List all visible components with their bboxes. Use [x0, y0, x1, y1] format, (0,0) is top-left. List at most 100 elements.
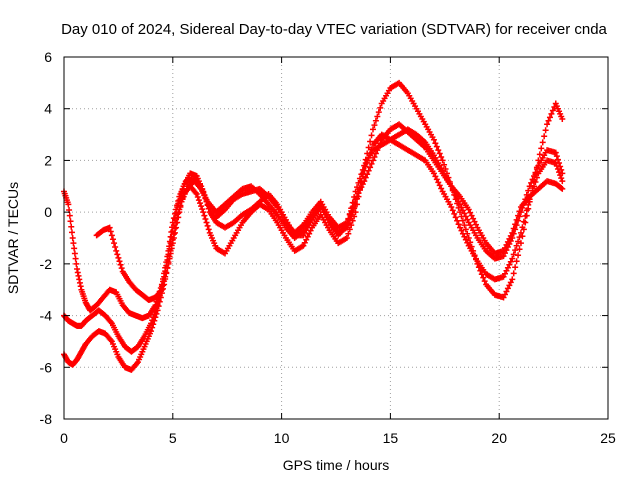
- data-point: [173, 224, 180, 231]
- data-point: [193, 191, 200, 198]
- data-point: [515, 212, 522, 219]
- data-point: [365, 144, 372, 151]
- data-point: [111, 240, 118, 247]
- data-point: [503, 288, 510, 295]
- data-points: [61, 79, 566, 373]
- data-point: [553, 153, 560, 160]
- data-point: [480, 274, 487, 281]
- data-point: [468, 243, 475, 250]
- data-point: [150, 321, 157, 328]
- data-point: [457, 209, 464, 216]
- y-tick-label: -6: [40, 359, 53, 375]
- data-point: [432, 173, 439, 180]
- data-point: [148, 328, 155, 335]
- data-point: [114, 251, 121, 258]
- data-point: [345, 216, 352, 223]
- data-point: [542, 127, 549, 134]
- data-point: [430, 170, 437, 177]
- data-point: [71, 245, 78, 252]
- data-point: [500, 294, 507, 301]
- data-point: [372, 150, 379, 157]
- data-point: [515, 252, 522, 259]
- data-point: [504, 238, 511, 245]
- data-point: [166, 255, 173, 262]
- data-point: [462, 226, 469, 233]
- data-point: [439, 157, 446, 164]
- data-point: [307, 227, 314, 234]
- data-point: [516, 234, 523, 241]
- data-point: [472, 221, 479, 228]
- data-point: [201, 212, 208, 219]
- data-point: [548, 110, 555, 117]
- data-point: [69, 235, 76, 241]
- data-point: [504, 285, 511, 292]
- data-point: [364, 171, 371, 178]
- data-point: [552, 160, 559, 167]
- data-point: [500, 253, 507, 260]
- data-point: [457, 201, 464, 208]
- data-point: [536, 151, 543, 158]
- y-tick-label: 2: [44, 152, 52, 168]
- data-point: [67, 218, 74, 225]
- data-point: [205, 226, 212, 233]
- series-track-2: [61, 131, 566, 355]
- data-point: [169, 240, 176, 247]
- data-point: [503, 241, 510, 248]
- data-point: [535, 157, 542, 164]
- x-tick-label: 0: [60, 430, 68, 446]
- data-point: [367, 138, 374, 145]
- data-point: [507, 279, 514, 286]
- data-point: [529, 185, 536, 192]
- data-point: [113, 247, 120, 254]
- data-point: [546, 114, 553, 121]
- data-point: [430, 136, 437, 143]
- data-point: [153, 310, 160, 317]
- chart-title: Day 010 of 2024, Sidereal Day-to-day VTE…: [61, 21, 607, 38]
- data-point: [154, 307, 161, 314]
- data-point: [198, 203, 205, 210]
- data-point: [522, 219, 529, 226]
- data-point: [461, 210, 468, 217]
- data-point: [458, 213, 465, 220]
- data-point: [468, 212, 475, 219]
- plot-frame: [63, 56, 609, 420]
- data-point: [467, 239, 474, 246]
- y-tick-label: 6: [44, 49, 52, 65]
- data-point: [349, 217, 356, 224]
- data-point: [164, 265, 171, 272]
- data-point: [202, 216, 209, 223]
- data-point: [502, 244, 509, 251]
- data-point: [161, 278, 168, 285]
- data-point: [465, 206, 472, 213]
- data-point: [467, 209, 474, 216]
- data-point: [544, 121, 551, 128]
- data-point: [176, 209, 183, 216]
- data-point: [345, 230, 352, 237]
- data-point: [559, 178, 566, 185]
- data-point: [502, 270, 509, 277]
- data-point: [359, 166, 366, 173]
- data-point: [368, 160, 375, 167]
- data-point: [68, 223, 75, 230]
- data-point: [170, 235, 177, 241]
- data-point: [346, 226, 353, 233]
- data-point: [355, 179, 362, 186]
- y-tick-label: -2: [40, 256, 53, 272]
- data-point: [358, 171, 365, 178]
- data-point: [481, 278, 488, 285]
- data-point: [510, 270, 517, 277]
- data-point: [195, 197, 202, 204]
- data-point: [452, 214, 459, 221]
- y-tick-label: 0: [44, 204, 52, 220]
- data-point: [500, 247, 507, 254]
- data-point: [200, 209, 207, 216]
- data-point: [559, 185, 566, 192]
- y-tick-label: -8: [40, 411, 53, 427]
- data-point: [66, 212, 73, 219]
- data-point: [509, 276, 516, 283]
- data-point: [154, 302, 161, 309]
- data-point: [552, 149, 559, 156]
- data-point: [375, 109, 382, 116]
- data-point: [507, 258, 514, 265]
- data-point: [115, 254, 122, 261]
